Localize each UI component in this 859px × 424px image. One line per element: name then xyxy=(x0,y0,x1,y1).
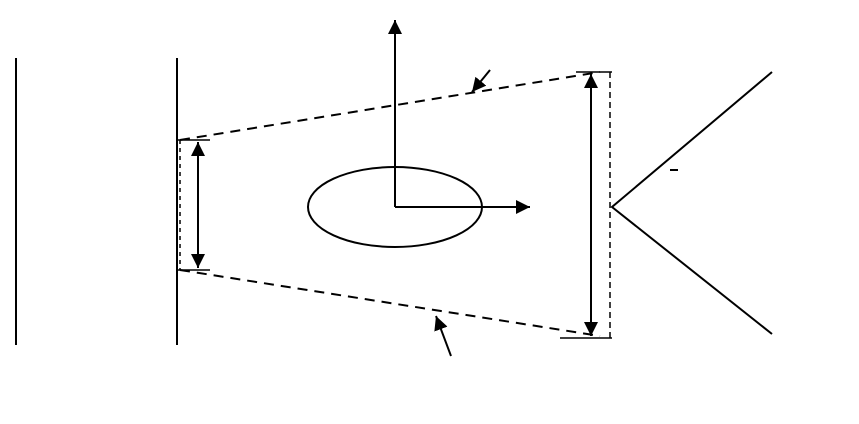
streamline-bottom-pointer xyxy=(434,315,452,357)
streamline-bottom-line xyxy=(179,269,601,337)
velocity-profile-formula xyxy=(660,165,678,175)
streamline-top-pointer xyxy=(471,69,491,93)
velocity-profile-envelope xyxy=(610,71,773,335)
formula-numerator xyxy=(670,165,678,171)
streamline-top-line xyxy=(179,71,601,141)
formula-fraction xyxy=(670,165,678,175)
